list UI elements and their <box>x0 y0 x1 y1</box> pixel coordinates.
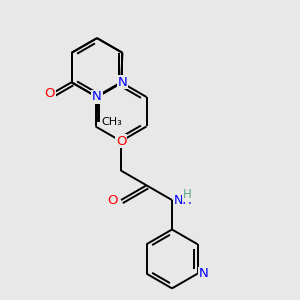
Text: H: H <box>183 188 192 201</box>
Text: O: O <box>116 135 126 148</box>
Text: O: O <box>108 194 118 207</box>
Text: CH₃: CH₃ <box>101 117 122 127</box>
Text: NH: NH <box>173 194 192 207</box>
Text: O: O <box>45 87 55 100</box>
Text: N: N <box>92 91 102 103</box>
Text: N: N <box>118 76 128 89</box>
Text: N: N <box>199 267 209 280</box>
